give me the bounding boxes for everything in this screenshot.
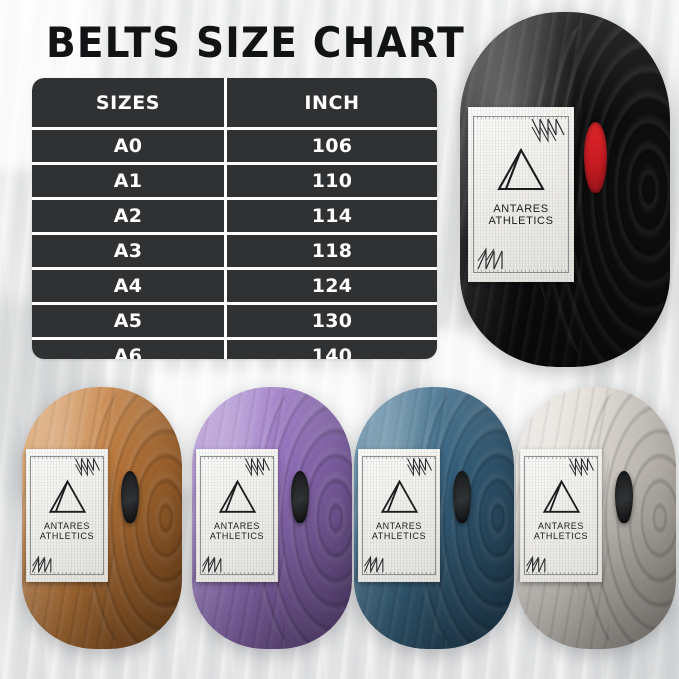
table-row: A3 118 <box>32 235 437 267</box>
label-zigzag-stitch-bottom <box>477 247 503 270</box>
page-title: BELTS SIZE CHART <box>46 18 465 67</box>
label-zigzag-stitch-top <box>245 458 270 477</box>
triangle-logo-icon <box>497 147 545 191</box>
label-chain-stitch <box>30 455 104 576</box>
label-zigzag-stitch-top <box>531 118 565 143</box>
cell-inch: 110 <box>227 165 437 197</box>
label-chain-stitch <box>524 455 598 576</box>
triangle-logo-icon <box>542 479 581 513</box>
label-chain-stitch <box>473 115 569 274</box>
belt-strap-tip <box>583 122 607 194</box>
cell-size: A6 <box>32 340 224 359</box>
label-brand-name: ANTARES ATHLETICS <box>26 521 108 541</box>
brand-line-2: ATHLETICS <box>39 531 95 542</box>
belt-strap-tip <box>615 470 633 524</box>
belt-label: ANTARES ATHLETICS <box>520 449 602 582</box>
brand-line-2: ATHLETICS <box>488 215 554 228</box>
header-cell-sizes: SIZES <box>32 78 224 127</box>
belt-label: ANTARES ATHLETICS <box>26 449 108 582</box>
brand-line-2: ATHLETICS <box>533 531 589 542</box>
brand-line-1: ANTARES <box>213 521 261 531</box>
size-chart-table: SIZES INCH A0 106 A1 110 A2 114 A3 118 A… <box>32 78 437 359</box>
cell-size: A0 <box>32 130 224 162</box>
triangle-logo-icon <box>380 479 419 513</box>
cell-inch: 118 <box>227 235 437 267</box>
label-zigzag-stitch-bottom <box>526 555 546 573</box>
label-brand-name: ANTARES ATHLETICS <box>468 203 574 228</box>
cell-size: A4 <box>32 270 224 302</box>
table-row: A4 124 <box>32 270 437 302</box>
brand-line-1: ANTARES <box>43 521 91 531</box>
table-row: A1 110 <box>32 165 437 197</box>
cell-size: A2 <box>32 200 224 232</box>
label-zigzag-stitch-bottom <box>202 555 222 573</box>
triangle-logo-icon <box>48 479 87 513</box>
table-row: A6 140 <box>32 340 437 359</box>
label-zigzag-stitch-top <box>75 458 100 477</box>
triangle-logo-icon <box>218 479 257 513</box>
table-row: A5 130 <box>32 305 437 337</box>
table-row: A2 114 <box>32 200 437 232</box>
cell-inch: 130 <box>227 305 437 337</box>
label-brand-name: ANTARES ATHLETICS <box>358 521 440 541</box>
label-brand-name: ANTARES ATHLETICS <box>520 521 602 541</box>
label-zigzag-stitch-top <box>569 458 594 477</box>
cell-size: A5 <box>32 305 224 337</box>
label-zigzag-stitch-bottom <box>364 555 384 573</box>
cell-inch: 124 <box>227 270 437 302</box>
header-cell-inch: INCH <box>227 78 437 127</box>
table-row: A0 106 <box>32 130 437 162</box>
table-header-row: SIZES INCH <box>32 78 437 127</box>
brand-line-2: ATHLETICS <box>371 531 427 542</box>
belt-label: ANTARES ATHLETICS <box>196 449 278 582</box>
belt-strap-tip <box>291 470 309 524</box>
cell-inch: 114 <box>227 200 437 232</box>
brand-line-1: ANTARES <box>537 521 585 531</box>
label-chain-stitch <box>200 455 274 576</box>
cell-inch: 106 <box>227 130 437 162</box>
label-zigzag-stitch-bottom <box>32 555 52 573</box>
belt-strap-tip <box>453 470 471 524</box>
label-brand-name: ANTARES ATHLETICS <box>196 521 278 541</box>
brand-line-1: ANTARES <box>493 203 549 215</box>
cell-inch: 140 <box>227 340 437 359</box>
label-chain-stitch <box>362 455 436 576</box>
label-zigzag-stitch-top <box>407 458 432 477</box>
brand-line-2: ATHLETICS <box>209 531 265 542</box>
belt-strap-tip <box>121 470 139 524</box>
cell-size: A3 <box>32 235 224 267</box>
brand-line-1: ANTARES <box>375 521 423 531</box>
belt-label: ANTARES ATHLETICS <box>468 107 574 282</box>
cell-size: A1 <box>32 165 224 197</box>
belt-label: ANTARES ATHLETICS <box>358 449 440 582</box>
